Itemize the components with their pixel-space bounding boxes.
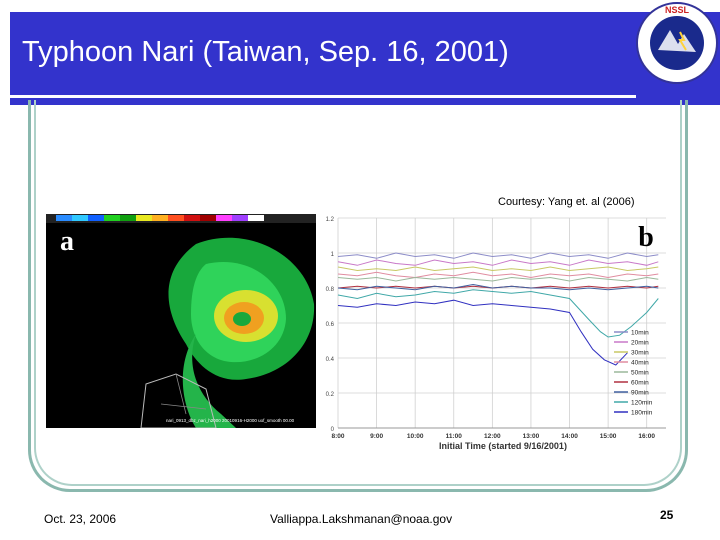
series-line-90min	[337, 283, 659, 291]
courtesy-caption: Courtesy: Yang et. al (2006)	[498, 196, 635, 208]
series-line-30min	[337, 266, 659, 272]
y-tick-label: 1	[331, 252, 335, 258]
footer-date: Oct. 23, 2006	[44, 512, 117, 526]
logo-text: NSSL	[665, 5, 690, 15]
content-frame-inner	[34, 100, 682, 486]
radar-panel-label: a	[60, 226, 74, 257]
x-tick-label: 13:00	[523, 433, 540, 440]
x-tick-label: 11:00	[446, 433, 463, 440]
y-tick-label: 0.2	[326, 392, 335, 398]
series-lines	[337, 252, 659, 366]
x-tick-label: 16:00	[638, 433, 655, 440]
title-bar	[10, 12, 720, 105]
x-tick-label: 9:00	[370, 433, 383, 440]
y-tick-label: 0	[331, 427, 335, 433]
legend-label: 50min	[631, 370, 649, 377]
radar-image: a nari_0913_dbz_nari_h2000 20010916-H200…	[46, 214, 316, 428]
chart-legend: 10min 20min 30min 40min 50min 60min 90min 120mi…	[614, 330, 653, 417]
x-tick-labels: 8:00 9:00 10:00 11:00 12:00 13:00 14:00 15:00 16…	[331, 433, 655, 440]
line-chart: 0 0.2 0.4 0.6 0.8 1 1.2 8:00 9:00 10:00 11:00 12:0…	[326, 216, 670, 451]
series-line-120min	[337, 289, 659, 338]
title-underline	[10, 95, 636, 98]
chart-panel-label: b	[638, 222, 654, 253]
legend-label: 30min	[631, 350, 649, 357]
legend-label: 40min	[631, 360, 649, 367]
y-tick-label: 0.4	[326, 357, 335, 363]
footer-email: Valliappa.Lakshmanan@noaa.gov	[270, 512, 453, 526]
y-tick-labels: 0 0.2 0.4 0.6 0.8 1 1.2	[326, 217, 335, 433]
legend-label: 180min	[631, 410, 653, 417]
x-tick-label: 14:00	[561, 433, 578, 440]
slide-title: Typhoon Nari (Taiwan, Sep. 16, 2001)	[22, 36, 509, 68]
x-tick-label: 10:00	[407, 433, 424, 440]
y-tick-label: 0.6	[326, 322, 335, 328]
content-frame	[28, 100, 688, 492]
color-scale	[56, 215, 264, 221]
nssl-logo-icon: NSSL	[636, 2, 718, 84]
series-line-50min	[337, 276, 659, 282]
legend-label: 20min	[631, 340, 649, 347]
series-line-10min	[337, 252, 659, 259]
x-tick-label: 15:00	[600, 433, 617, 440]
series-line-40min	[337, 271, 659, 279]
y-tick-label: 1.2	[326, 217, 335, 223]
legend-label: 10min	[631, 330, 649, 337]
legend-label: 120min	[631, 400, 653, 407]
radar-caption: nari_0913_dbz_nari_h2000 20010916-H2000 …	[166, 418, 295, 423]
legend-label: 90min	[631, 390, 649, 397]
x-axis-label: Initial Time (started 9/16/2001)	[439, 441, 567, 451]
x-tick-label: 8:00	[331, 433, 344, 440]
chart-grid	[337, 217, 666, 429]
page-number: 25	[660, 508, 674, 522]
series-line-180min	[337, 299, 628, 366]
series-line-20min	[337, 259, 659, 266]
x-tick-label: 12:00	[484, 433, 501, 440]
y-tick-label: 0.8	[326, 287, 335, 293]
legend-label: 60min	[631, 380, 649, 387]
